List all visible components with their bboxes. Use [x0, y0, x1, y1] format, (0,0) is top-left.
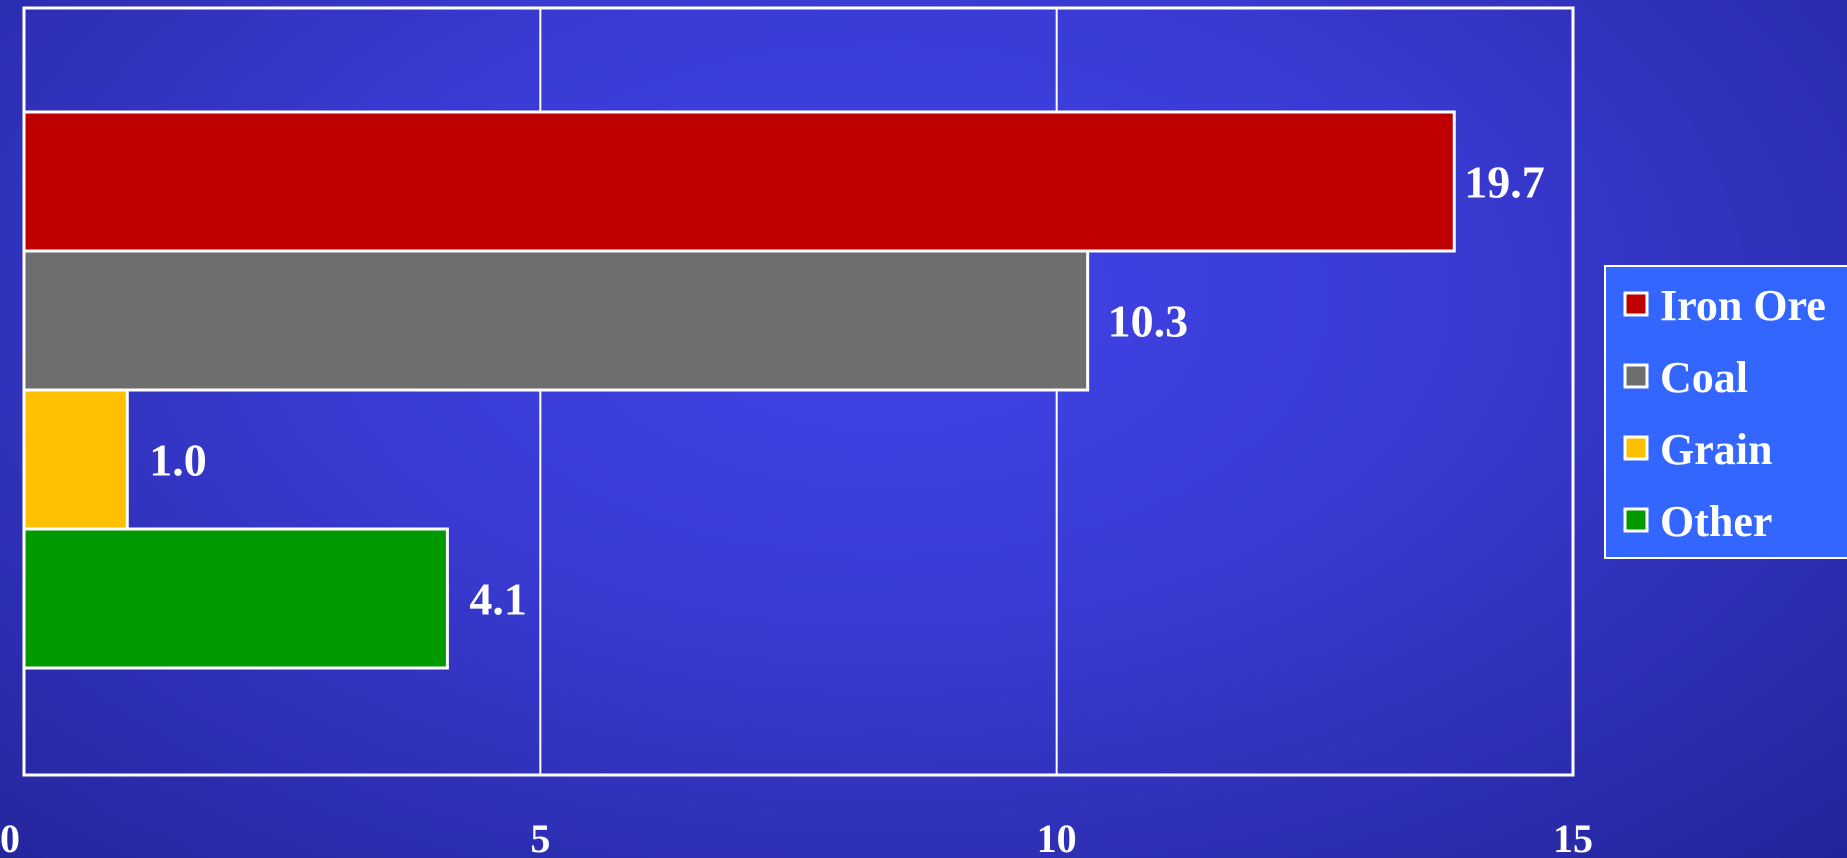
- legend-swatch-grain: [1623, 435, 1649, 461]
- plot-frame: [22, 6, 1575, 777]
- legend-swatch-other: [1623, 507, 1649, 533]
- x-axis-ticks: 0 5 10 15: [0, 816, 1593, 858]
- legend-swatch-iron-ore: [1623, 291, 1649, 317]
- bar-iron-ore: [22, 110, 1456, 253]
- legend-label-other: Other: [1660, 497, 1772, 546]
- legend-label-coal: Coal: [1660, 353, 1748, 402]
- bars: [22, 110, 1456, 670]
- x-tick-label-5: 5: [530, 816, 550, 858]
- legend-label-iron-ore: Iron Ore: [1660, 281, 1826, 330]
- legend-label-grain: Grain: [1660, 425, 1772, 474]
- bar-coal: [22, 249, 1090, 392]
- legend-swatch-coal: [1623, 363, 1649, 389]
- data-label-grain: 1.0: [149, 435, 207, 486]
- bar-other: [22, 527, 449, 670]
- data-label-other: 4.1: [469, 574, 526, 625]
- data-labels: 19.7 10.3 1.0 4.1: [149, 157, 1544, 625]
- data-label-iron-ore: 19.7: [1464, 157, 1545, 208]
- x-tick-label-0: 0: [0, 816, 20, 858]
- bar-grain: [22, 388, 129, 531]
- x-tick-label-10: 10: [1037, 816, 1077, 858]
- legend: Iron Ore Coal Grain Other: [1604, 265, 1847, 559]
- x-tick-label-15: 15: [1553, 816, 1593, 858]
- data-label-coal: 10.3: [1108, 296, 1189, 347]
